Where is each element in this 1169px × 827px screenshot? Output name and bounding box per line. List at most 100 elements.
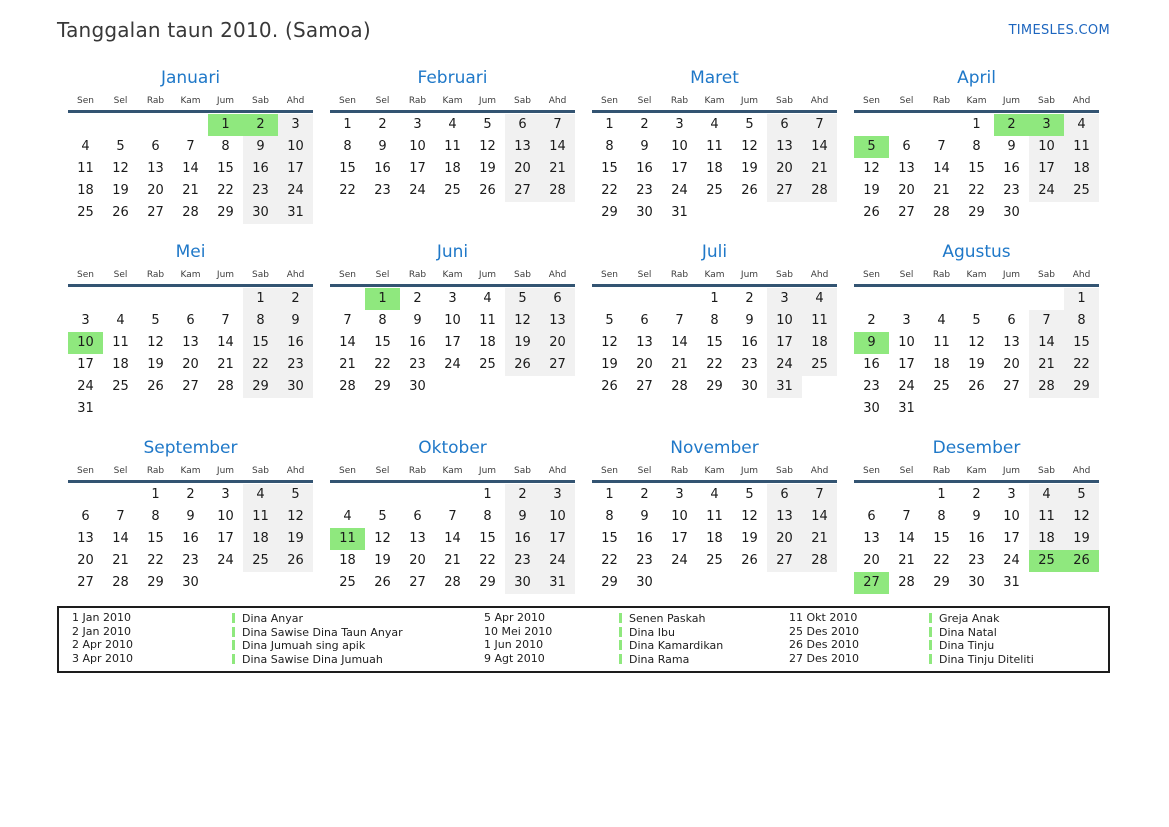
empty-cell [243,398,278,420]
day-cell: 29 [601,205,618,220]
day-cell: 6 [902,139,911,154]
day-cell: 11 [479,313,496,328]
day-cell: 9 [1007,139,1016,154]
weekday-label: Rab [932,270,951,280]
day-cell: 4 [81,139,90,154]
month-title: Agustus [942,242,1011,262]
day-cell: 20 [898,183,915,198]
holiday-marker-icon [929,626,932,637]
day-cell: 4 [937,313,946,328]
month-oktober: Oktober Sen Sel Rab Kam Jum Sab Ahd 1 2 3 4 5 6 7 8 9 10 1… [330,437,575,594]
day-cell: 2 [994,114,1029,136]
holiday-name: Dina Sawise Dina Taun Anyar [232,626,484,640]
site-link[interactable]: TIMESLES.COM [1008,23,1110,38]
day-cell: 21 [1029,354,1064,376]
day-cell: 26 [112,205,129,220]
empty-cell [505,376,540,398]
weekday-header-row: Sen Sel Rab Kam Jum Sab Ahd [592,465,837,483]
day-cell: 12 [147,335,164,350]
day-cell: 5 [972,313,981,328]
day-cell: 5 [745,487,754,502]
weekday-label: Sel [899,466,914,476]
month-februari: Februari Sen Sel Rab Kam Jum Sab Ahd 1 2 3 4 5 6 7 8 9 10… [330,67,575,202]
day-cell: 28 [540,180,575,202]
day-cell: 9 [413,313,422,328]
day-cell: 11 [706,509,723,524]
day-cell: 21 [217,357,234,372]
day-cell: 24 [671,183,688,198]
empty-cell [138,398,173,420]
day-cell: 22 [706,357,723,372]
day-cell: 22 [601,183,618,198]
weekday-label: Ahd [548,96,567,106]
day-cell: 12 [374,531,391,546]
month-title: April [957,68,996,88]
day-cell: 17 [77,357,94,372]
day-cell: 12 [741,139,758,154]
day-cell: 2 [972,487,981,502]
weekday-header-row: Sen Sel Rab Kam Jum Sab Ahd [330,465,575,483]
day-cell: 25 [339,575,356,590]
empty-cell [208,398,243,420]
day-cell: 19 [374,553,391,568]
weekday-label: Kam [966,270,987,280]
day-cell: 29 [147,575,164,590]
empty-cell [68,484,103,506]
weekday-label: Sel [637,466,652,476]
day-cell: 3 [902,313,911,328]
holiday-date: 2 Jan 2010 [72,624,131,638]
weekday-label: Sen [77,270,94,280]
weekday-header-row: Sen Sel Rab Kam Jum Sab Ahd [68,269,313,287]
weekday-label: Ahd [1072,270,1091,280]
weekday-label: Sab [252,270,269,280]
day-cell: 4 [710,117,719,132]
holiday-name-label: Dina Sawise Dina Taun Anyar [242,625,403,639]
weekday-label: Sel [113,270,128,280]
day-cell: 17 [1003,531,1020,546]
day-cell: 31 [671,205,688,220]
empty-cell [68,114,103,136]
day-cell: 23 [968,553,985,568]
weekday-label: Ahd [286,270,305,280]
weekday-label: Rab [932,96,951,106]
holiday-legend-grid: 1 Jan 2010 Dina Anyar 5 Apr 2010 Senen Pask… [72,611,1108,666]
day-cell: 6 [867,509,876,524]
day-cell: 13 [1003,335,1020,350]
day-cell: 21 [112,553,129,568]
day-cell: 22 [1064,354,1099,376]
day-cell: 2 [745,291,754,306]
day-cell: 10 [671,139,688,154]
holiday-name: Dina Tinju [929,639,1108,653]
day-cell: 15 [933,531,950,546]
day-cell: 27 [182,379,199,394]
day-cell: 26 [278,550,313,572]
day-cell: 19 [505,332,540,354]
day-cell: 15 [1064,332,1099,354]
holiday-name-label: Dina Kamardikan [629,639,724,652]
empty-cell [924,114,959,136]
holiday-date: 5 Apr 2010 [484,611,546,624]
month-days: 1 2 3 4 5 6 7 8 9 10 11 12 13 14 15 16 17 18 19 20 21 22 23 24 2… [68,288,313,420]
page-header: Tanggalan taun 2010. (Samoa) TIMESLES.CO… [0,0,1169,42]
holiday-legend: 1 Jan 2010 Dina Anyar 5 Apr 2010 Senen Pask… [57,606,1110,673]
day-cell: 24 [409,183,426,198]
day-cell: 26 [374,575,391,590]
weekday-label: Jum [478,466,497,476]
day-cell: 18 [444,161,461,176]
holiday-date: 3 Apr 2010 [72,651,134,665]
month-agustus: Agustus Sen Sel Rab Kam Jum Sab Ahd 1 2 3 4 5 6 7 8 9 10 1… [854,241,1099,420]
day-cell: 4 [1029,484,1064,506]
day-cell: 27 [767,180,802,202]
day-cell: 25 [1064,180,1099,202]
holiday-name: Greja Anak [929,612,1108,626]
empty-cell [103,288,138,310]
day-cell: 23 [863,379,880,394]
day-cell: 5 [1064,484,1099,506]
weekday-label: Sen [601,466,618,476]
holiday-name-label: Dina Rama [629,652,690,666]
day-cell: 12 [863,161,880,176]
empty-cell [767,202,802,224]
day-cell: 18 [706,531,723,546]
day-cell: 22 [147,553,164,568]
weekday-label: Sel [899,270,914,280]
